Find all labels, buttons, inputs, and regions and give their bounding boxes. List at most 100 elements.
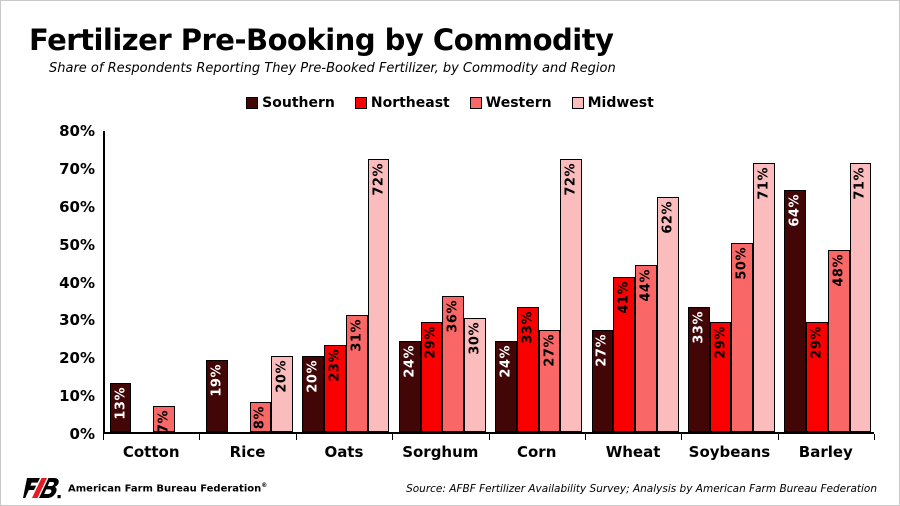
bar-northeast-oats: 23% bbox=[324, 344, 346, 432]
bar-midwest-corn: 72% bbox=[560, 159, 583, 432]
legend-swatch-southern-icon bbox=[246, 97, 259, 109]
y-tick-label: 20% bbox=[59, 349, 95, 368]
bar-northeast-corn: 33% bbox=[516, 307, 539, 432]
bar-value-label: 29% bbox=[713, 326, 729, 359]
bar-value-label: 62% bbox=[660, 201, 676, 234]
plot-area: 13% 19% 20% 24% 24% 27% 33% 64% 23% 29% 33% 41% 29% 2… bbox=[103, 131, 874, 434]
bar-southern-cotton: 13% bbox=[109, 382, 132, 432]
x-axis-tick bbox=[777, 434, 779, 440]
bar-value-label: 71% bbox=[756, 167, 772, 200]
bar-western-cotton: 7% bbox=[153, 405, 175, 433]
afbf-brand-text: American Farm Bureau Federation® bbox=[68, 482, 268, 495]
bar-midwest-rice: 20% bbox=[271, 356, 294, 432]
bar-southern-oats: 20% bbox=[302, 356, 325, 432]
x-axis-tick bbox=[295, 434, 297, 440]
bar-value-label: 29% bbox=[809, 326, 825, 359]
registered-mark: ® bbox=[261, 482, 268, 490]
footer-logo: American Farm Bureau Federation® bbox=[23, 477, 267, 500]
legend-swatch-midwest-icon bbox=[571, 97, 584, 109]
category-label-oats: Oats bbox=[324, 443, 364, 461]
bar-value-label: 13% bbox=[113, 386, 129, 420]
bar-value-label: 8% bbox=[252, 405, 268, 429]
bar-western-corn: 27% bbox=[538, 329, 561, 432]
bar-value-label: 27% bbox=[542, 333, 558, 367]
bar-value-label: 24% bbox=[498, 345, 514, 378]
category-label-barley: Barley bbox=[798, 443, 853, 461]
bar-western-soybeans: 50% bbox=[731, 242, 754, 432]
y-tick-label: 0% bbox=[69, 425, 95, 443]
legend-swatch-northeast-icon bbox=[354, 97, 367, 109]
bar-northeast-soybeans: 29% bbox=[709, 322, 732, 432]
legend-label: Southern bbox=[262, 95, 335, 111]
bar-value-label: 72% bbox=[371, 163, 387, 196]
category-label-sorghum: Sorghum bbox=[402, 443, 479, 461]
category-label-corn: Corn bbox=[516, 443, 557, 461]
bar-value-label: 20% bbox=[305, 360, 321, 393]
bar-northeast-barley: 29% bbox=[806, 322, 828, 432]
bar-value-label: 20% bbox=[274, 360, 290, 393]
bar-southern-rice: 19% bbox=[206, 360, 228, 432]
x-axis-tick bbox=[199, 434, 201, 440]
x-axis-tick bbox=[103, 434, 104, 440]
legend-item-western: Western bbox=[469, 95, 552, 111]
bar-southern-corn: 24% bbox=[495, 341, 517, 432]
bar-value-label: 48% bbox=[831, 254, 847, 287]
bar-western-wheat: 44% bbox=[635, 265, 657, 432]
page-title: Fertilizer Pre-Booking by Commodity bbox=[29, 23, 614, 57]
bar-value-label: 30% bbox=[467, 322, 483, 355]
x-axis-tick bbox=[874, 434, 875, 440]
bar-value-label: 23% bbox=[327, 348, 343, 382]
page-subtitle: Share of Respondents Reporting They Pre-… bbox=[49, 61, 616, 76]
bar-value-label: 33% bbox=[691, 311, 707, 344]
category-label-soybeans: Soybeans bbox=[688, 443, 771, 461]
bar-northeast-sorghum: 29% bbox=[420, 322, 443, 432]
legend: Southern Northeast Western Midwest bbox=[1, 95, 899, 111]
y-tick-label: 50% bbox=[59, 235, 95, 254]
legend-swatch-western-icon bbox=[469, 97, 482, 109]
afbf-fb-logo-icon bbox=[23, 477, 61, 500]
bar-value-label: 24% bbox=[402, 345, 418, 378]
bar-western-oats: 31% bbox=[345, 314, 368, 432]
category-label-wheat: Wheat bbox=[605, 443, 661, 461]
bar-value-label: 19% bbox=[209, 364, 225, 397]
legend-label: Midwest bbox=[587, 95, 654, 111]
legend-item-midwest: Midwest bbox=[571, 95, 654, 111]
bar-midwest-soybeans: 71% bbox=[753, 163, 775, 432]
bar-value-label: 27% bbox=[594, 333, 610, 367]
bar-value-label: 50% bbox=[734, 246, 750, 280]
bar-value-label: 64% bbox=[787, 193, 803, 227]
bar-value-label: 7% bbox=[156, 409, 172, 433]
bar-western-rice: 8% bbox=[249, 401, 272, 432]
bar-western-sorghum: 36% bbox=[442, 295, 465, 432]
bar-value-label: 36% bbox=[445, 299, 461, 333]
bar-midwest-wheat: 62% bbox=[656, 197, 679, 432]
bar-value-label: 41% bbox=[616, 280, 632, 314]
bar-southern-wheat: 27% bbox=[591, 329, 614, 432]
bar-value-label: 29% bbox=[423, 326, 439, 359]
bar-southern-sorghum: 24% bbox=[398, 341, 421, 432]
category-label-rice: Rice bbox=[229, 443, 266, 461]
legend-label: Western bbox=[485, 95, 552, 111]
y-tick-label: 70% bbox=[59, 159, 95, 178]
bar-midwest-sorghum: 30% bbox=[464, 318, 486, 432]
source-text: Source: AFBF Fertilizer Availability Sur… bbox=[406, 483, 877, 495]
bar-midwest-oats: 72% bbox=[367, 159, 390, 432]
x-axis-tick bbox=[488, 434, 490, 440]
x-axis-tick bbox=[681, 434, 683, 440]
bar-southern-barley: 64% bbox=[784, 189, 807, 432]
legend-item-northeast: Northeast bbox=[354, 95, 450, 111]
bar-value-label: 44% bbox=[638, 269, 654, 302]
x-axis-tick bbox=[584, 434, 586, 440]
bar-southern-soybeans: 33% bbox=[687, 307, 710, 432]
bar-value-label: 33% bbox=[520, 311, 536, 344]
y-tick-label: 60% bbox=[59, 197, 95, 216]
x-axis-tick bbox=[392, 434, 394, 440]
legend-item-southern: Southern bbox=[246, 95, 335, 111]
y-tick-label: 10% bbox=[59, 387, 95, 406]
y-tick-label: 30% bbox=[59, 311, 95, 330]
y-tick-label: 40% bbox=[59, 273, 95, 292]
legend-label: Northeast bbox=[370, 95, 450, 111]
category-label-cotton: Cotton bbox=[122, 443, 180, 461]
bar-western-barley: 48% bbox=[827, 250, 850, 432]
